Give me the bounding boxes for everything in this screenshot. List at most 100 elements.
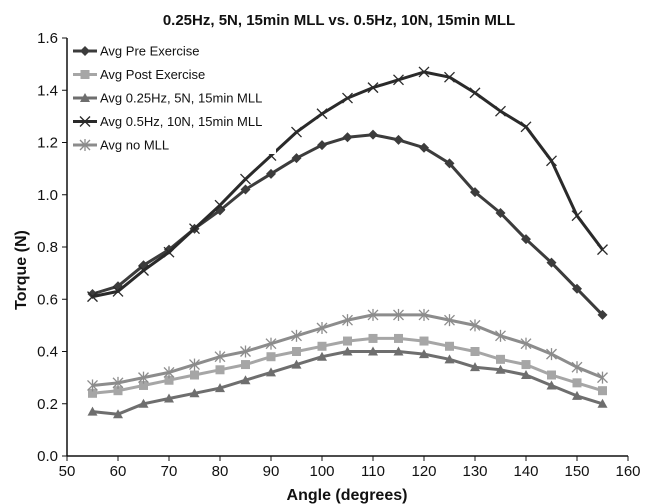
x-marker-stroke xyxy=(87,291,98,303)
data-point xyxy=(419,336,429,346)
data-point xyxy=(520,121,532,133)
data-point xyxy=(265,337,277,350)
legend-item-background xyxy=(71,65,276,84)
legend-label: Avg Pre Exercise xyxy=(100,44,199,59)
y-tick-label: 0.4 xyxy=(37,344,58,361)
axes: 50 60 70 80 90 100 110 120 130 140 150 160 0.0 0.2 0.4… xyxy=(37,30,640,480)
data-point xyxy=(138,398,149,408)
square-marker-shape xyxy=(368,333,378,343)
data-point xyxy=(291,329,302,342)
data-point xyxy=(240,173,251,185)
data-point xyxy=(520,337,532,350)
diamond-marker-shape xyxy=(342,132,353,143)
triangle-marker-shape xyxy=(572,390,582,400)
x-tick-label: 130 xyxy=(462,463,487,480)
square-marker-shape xyxy=(470,347,480,356)
data-point xyxy=(546,380,557,390)
data-point xyxy=(87,291,98,303)
data-point xyxy=(572,390,582,400)
diamond-marker-shape xyxy=(521,234,531,245)
data-point xyxy=(546,348,557,361)
square-marker-shape xyxy=(547,370,556,380)
data-point xyxy=(495,105,506,117)
square-marker-shape xyxy=(241,360,250,370)
x-marker-stroke xyxy=(520,121,532,133)
diamond-marker-shape xyxy=(597,309,608,320)
data-point xyxy=(291,359,302,369)
data-point xyxy=(88,388,97,398)
data-point xyxy=(112,285,124,297)
triangle-marker-shape xyxy=(291,359,302,369)
triangle-marker-shape xyxy=(189,388,200,398)
legend-label: Avg 0.5Hz, 10N, 15min MLL xyxy=(100,114,262,129)
x-marker-stroke xyxy=(546,155,557,167)
data-point xyxy=(393,134,404,145)
x-marker-stroke xyxy=(214,199,226,211)
diamond-marker-shape xyxy=(80,46,90,56)
data-point xyxy=(138,371,149,384)
square-marker-shape xyxy=(80,70,90,79)
x-marker-stroke xyxy=(418,66,430,78)
series-avg-no-mll xyxy=(87,308,608,392)
data-point xyxy=(470,347,480,356)
x-marker-stroke xyxy=(240,173,251,185)
data-point xyxy=(163,246,175,258)
data-point xyxy=(368,333,378,343)
data-point xyxy=(598,386,607,396)
triangle-marker-shape xyxy=(113,409,123,419)
data-point xyxy=(112,376,124,389)
data-point xyxy=(419,142,429,153)
data-point xyxy=(597,398,608,408)
chart-title: 0.25Hz, 5N, 15min MLL vs. 0.5Hz, 10N, 15… xyxy=(163,12,515,29)
data-point xyxy=(190,370,199,380)
square-marker-shape xyxy=(113,386,123,396)
data-point xyxy=(240,184,251,195)
data-point xyxy=(343,336,352,346)
triangle-marker-shape xyxy=(393,346,404,356)
data-point xyxy=(444,354,455,364)
x-axis-title: Angle (degrees) xyxy=(287,487,408,504)
x-tick-label: 60 xyxy=(110,463,127,480)
data-point xyxy=(367,82,379,94)
x-tick-label: 120 xyxy=(411,463,436,480)
data-point xyxy=(597,309,608,320)
square-marker-shape xyxy=(394,333,403,343)
x-marker-stroke xyxy=(112,285,124,297)
x-marker-stroke xyxy=(189,223,200,235)
x-marker-stroke xyxy=(316,108,328,120)
data-point xyxy=(87,379,98,392)
legend-item-background xyxy=(71,89,276,107)
series-avg-post-exercise xyxy=(88,333,607,398)
diamond-marker-shape xyxy=(444,158,455,169)
data-point xyxy=(469,319,481,332)
square-marker-shape xyxy=(266,352,276,362)
x-tick-label: 90 xyxy=(263,463,280,480)
data-point xyxy=(189,388,200,398)
data-point xyxy=(469,87,481,99)
legend-swatch-marker xyxy=(79,139,91,151)
data-point xyxy=(444,158,455,169)
data-point xyxy=(367,308,379,321)
square-marker-shape xyxy=(139,380,148,390)
triangle-marker-shape xyxy=(495,364,506,374)
data-point xyxy=(189,223,200,235)
data-point xyxy=(368,129,378,140)
data-point xyxy=(214,199,226,211)
triangle-marker-shape xyxy=(138,398,149,408)
data-point xyxy=(521,234,531,245)
data-point xyxy=(419,349,429,359)
legend-swatch-marker xyxy=(79,116,91,127)
data-point xyxy=(291,126,302,138)
data-point xyxy=(547,370,556,380)
data-point xyxy=(164,375,174,385)
square-marker-shape xyxy=(445,341,454,351)
diamond-marker-shape xyxy=(266,168,276,179)
legend-swatch-marker xyxy=(80,93,90,102)
legend-item: Avg Pre Exercise xyxy=(71,42,276,60)
triangle-marker-shape xyxy=(215,383,225,393)
data-point xyxy=(240,345,251,358)
series-group xyxy=(87,66,608,419)
y-tick-label: 1.6 xyxy=(37,30,58,47)
diamond-marker-shape xyxy=(546,257,557,268)
